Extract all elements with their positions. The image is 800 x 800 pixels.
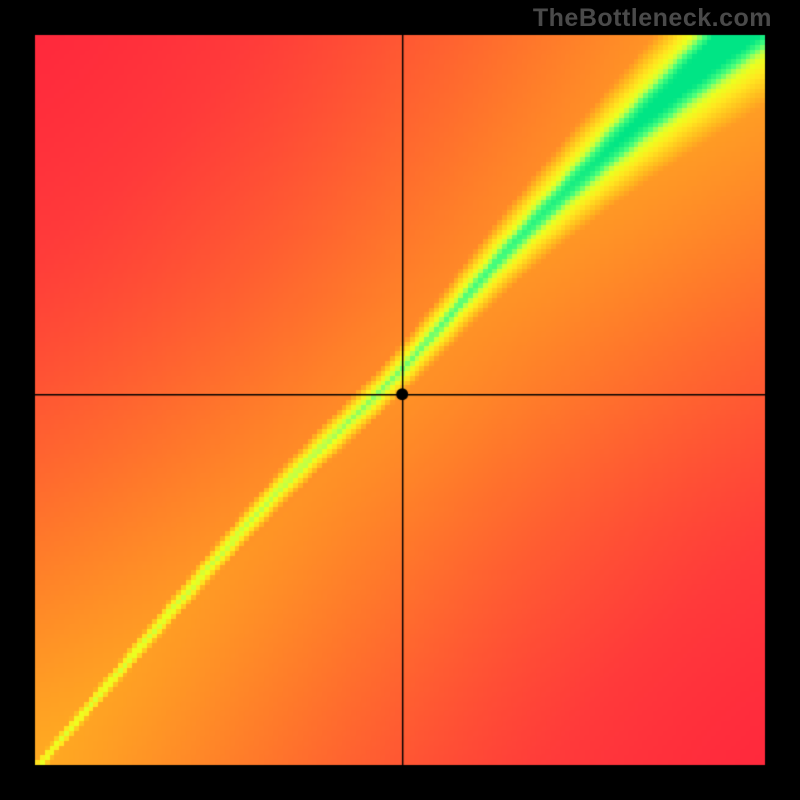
bottleneck-heatmap (0, 0, 800, 800)
watermark-text: TheBottleneck.com (533, 4, 772, 33)
